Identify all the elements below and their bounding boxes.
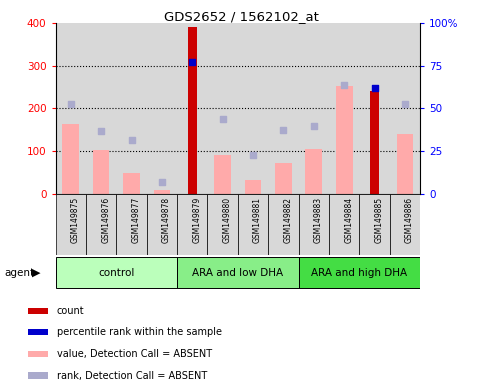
Point <box>97 127 105 134</box>
Point <box>401 101 409 107</box>
Point <box>219 116 227 122</box>
Text: GSM149885: GSM149885 <box>375 197 384 243</box>
Bar <box>329 194 359 255</box>
Text: GDS2652 / 1562102_at: GDS2652 / 1562102_at <box>164 10 319 23</box>
Bar <box>208 194 238 255</box>
Bar <box>336 86 353 194</box>
Point <box>158 179 166 185</box>
Point <box>280 127 287 133</box>
Text: value, Detection Call = ABSENT: value, Detection Call = ABSENT <box>57 349 212 359</box>
Point <box>67 101 74 107</box>
Text: GSM149879: GSM149879 <box>192 197 201 243</box>
Bar <box>86 194 116 255</box>
Bar <box>214 156 231 194</box>
Text: percentile rank within the sample: percentile rank within the sample <box>57 327 222 337</box>
Bar <box>28 372 48 379</box>
Text: ▶: ▶ <box>32 268 41 278</box>
Text: ARA and low DHA: ARA and low DHA <box>192 268 284 278</box>
Bar <box>298 257 420 288</box>
Bar <box>123 172 140 194</box>
Bar <box>177 194 208 255</box>
Bar <box>93 151 110 194</box>
Bar <box>154 190 170 194</box>
Bar <box>238 194 268 255</box>
Bar <box>116 194 147 255</box>
Bar <box>56 194 86 255</box>
Text: GSM149886: GSM149886 <box>405 197 414 243</box>
Text: GSM149877: GSM149877 <box>131 197 141 243</box>
Text: GSM149883: GSM149883 <box>314 197 323 243</box>
Text: count: count <box>57 306 85 316</box>
Point <box>188 59 196 65</box>
Bar <box>28 329 48 335</box>
Text: GSM149876: GSM149876 <box>101 197 110 243</box>
Bar <box>397 134 413 194</box>
Bar <box>245 180 261 194</box>
Bar <box>359 194 390 255</box>
Text: GSM149884: GSM149884 <box>344 197 353 243</box>
Bar <box>177 257 298 288</box>
Point <box>341 81 348 88</box>
Bar <box>370 91 379 194</box>
Bar <box>390 194 420 255</box>
Bar <box>298 194 329 255</box>
Text: GSM149878: GSM149878 <box>162 197 171 243</box>
Bar <box>28 308 48 314</box>
Text: GSM149881: GSM149881 <box>253 197 262 243</box>
Bar <box>188 27 197 194</box>
Point <box>371 85 379 91</box>
Text: GSM149875: GSM149875 <box>71 197 80 243</box>
Text: GSM149882: GSM149882 <box>284 197 293 243</box>
Point <box>249 152 257 159</box>
Bar <box>275 163 292 194</box>
Bar <box>56 257 177 288</box>
Text: rank, Detection Call = ABSENT: rank, Detection Call = ABSENT <box>57 371 207 381</box>
Text: GSM149880: GSM149880 <box>223 197 232 243</box>
Text: control: control <box>98 268 134 278</box>
Point <box>310 122 318 129</box>
Bar <box>28 351 48 357</box>
Text: agent: agent <box>5 268 35 278</box>
Point <box>128 137 135 143</box>
Bar <box>305 149 322 194</box>
Bar <box>62 124 79 194</box>
Bar <box>147 194 177 255</box>
Bar <box>268 194 298 255</box>
Text: ARA and high DHA: ARA and high DHA <box>312 268 408 278</box>
